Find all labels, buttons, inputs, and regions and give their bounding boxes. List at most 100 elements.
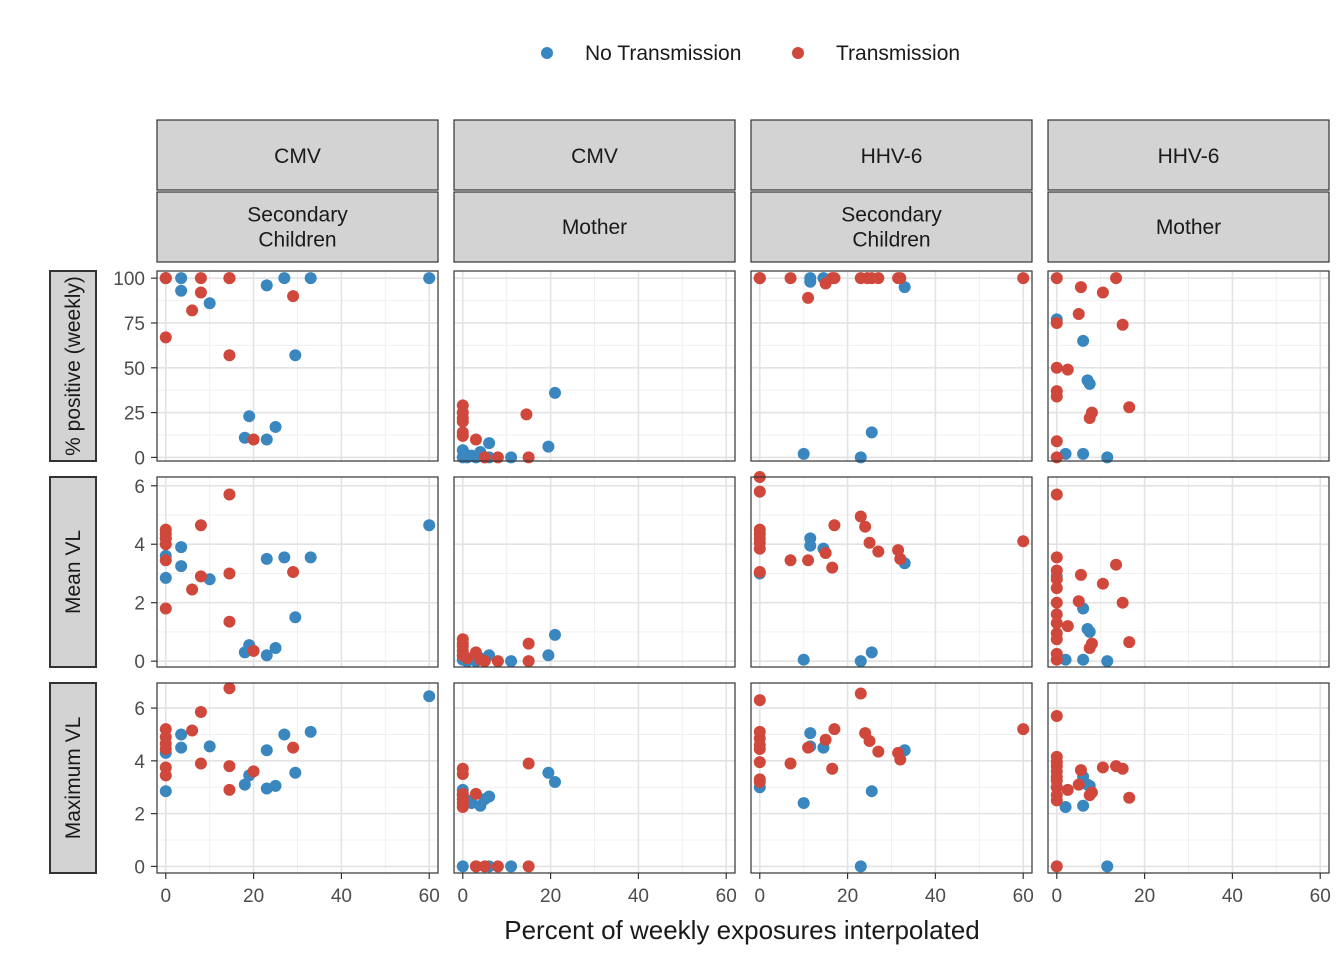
point-transmission	[478, 860, 491, 873]
point-transmission	[872, 745, 885, 758]
point-transmission	[1083, 642, 1096, 654]
panel	[750, 471, 1033, 668]
point-transmission	[894, 753, 907, 766]
y-tick-label: 0	[134, 857, 145, 878]
point-no-transmission	[542, 766, 555, 779]
point-transmission	[1050, 633, 1063, 646]
point-transmission	[1110, 272, 1123, 285]
point-no-transmission	[269, 642, 282, 654]
point-transmission	[1050, 390, 1063, 403]
point-transmission	[872, 545, 885, 558]
point-transmission	[819, 733, 832, 746]
point-transmission	[802, 554, 815, 567]
point-no-transmission	[505, 451, 518, 464]
point-no-transmission	[278, 551, 291, 564]
point-no-transmission	[1101, 451, 1114, 464]
point-no-transmission	[269, 779, 282, 792]
x-axes: 0 20 40 60 0 20 40 60 0 20 40 60 0 20 40 60	[160, 873, 1331, 907]
point-transmission	[1096, 761, 1109, 774]
point-no-transmission	[175, 284, 188, 297]
y-tick-label: 25	[124, 404, 145, 425]
point-transmission	[1050, 709, 1063, 722]
panel	[453, 476, 736, 668]
point-no-transmission	[238, 778, 251, 791]
point-transmission	[456, 801, 469, 814]
point-no-transmission	[548, 386, 561, 399]
point-transmission	[469, 860, 482, 873]
point-no-transmission	[159, 571, 172, 584]
point-transmission	[461, 652, 474, 665]
point-transmission	[894, 552, 907, 565]
point-transmission	[1050, 316, 1063, 329]
point-no-transmission	[804, 539, 817, 552]
point-no-transmission	[269, 420, 282, 433]
x-tick-label: 40	[1222, 886, 1243, 907]
legend-no-transmission-swatch	[541, 47, 553, 59]
point-no-transmission	[865, 426, 878, 439]
point-transmission	[1050, 596, 1063, 609]
x-tick-label: 20	[243, 886, 264, 907]
point-no-transmission	[175, 560, 188, 573]
point-transmission	[1072, 778, 1085, 791]
panel-border	[1047, 682, 1330, 874]
strip-group-label: Secondary	[247, 204, 348, 227]
point-transmission	[194, 706, 207, 719]
point-transmission	[456, 768, 469, 781]
point-transmission	[1050, 617, 1063, 630]
point-transmission	[1061, 363, 1074, 376]
point-no-transmission	[1059, 653, 1072, 666]
y-tick-label: 6	[134, 477, 145, 498]
panel-border	[156, 270, 439, 462]
panel-border	[156, 476, 439, 668]
point-no-transmission	[175, 541, 188, 554]
point-no-transmission	[1059, 801, 1072, 814]
panel-border	[453, 682, 736, 874]
point-no-transmission	[304, 551, 317, 564]
point-no-transmission	[203, 740, 216, 753]
strip-group-box	[1047, 191, 1330, 263]
point-no-transmission	[1077, 653, 1090, 666]
strip-group-label: Secondary	[841, 204, 942, 227]
y-tick-label: 4	[134, 752, 145, 773]
point-transmission	[1050, 608, 1063, 621]
point-no-transmission	[865, 785, 878, 798]
point-transmission	[894, 272, 907, 285]
point-no-transmission	[260, 744, 273, 757]
point-no-transmission	[289, 349, 302, 362]
point-transmission	[1050, 794, 1063, 807]
point-transmission	[194, 570, 207, 583]
point-transmission	[828, 519, 841, 532]
point-transmission	[478, 451, 491, 464]
point-transmission	[159, 538, 172, 551]
point-transmission	[247, 644, 260, 657]
point-transmission	[802, 741, 815, 754]
point-transmission	[469, 787, 482, 800]
x-tick-label: 20	[1134, 886, 1155, 907]
point-transmission	[1050, 361, 1063, 374]
point-transmission	[826, 561, 839, 574]
point-no-transmission	[505, 655, 518, 668]
point-transmission	[194, 272, 207, 285]
point-transmission	[1096, 286, 1109, 299]
point-transmission	[491, 860, 504, 873]
point-transmission	[1083, 411, 1096, 424]
panel	[156, 682, 439, 874]
point-transmission	[854, 510, 867, 523]
point-transmission	[522, 757, 535, 770]
point-transmission	[863, 536, 876, 549]
point-transmission	[491, 655, 504, 668]
y-tick-label: 0	[134, 448, 145, 469]
point-no-transmission	[548, 628, 561, 641]
panels	[156, 270, 1330, 874]
point-transmission	[753, 566, 766, 578]
point-no-transmission	[175, 272, 188, 285]
point-transmission	[159, 742, 172, 755]
point-no-transmission	[456, 860, 469, 873]
point-transmission	[784, 554, 797, 567]
row-strip-box	[49, 682, 97, 874]
strip-group-label: Children	[258, 229, 336, 252]
point-no-transmission	[1077, 447, 1090, 460]
point-no-transmission	[289, 611, 302, 624]
panel-border	[750, 476, 1033, 668]
panel-border	[156, 682, 439, 874]
